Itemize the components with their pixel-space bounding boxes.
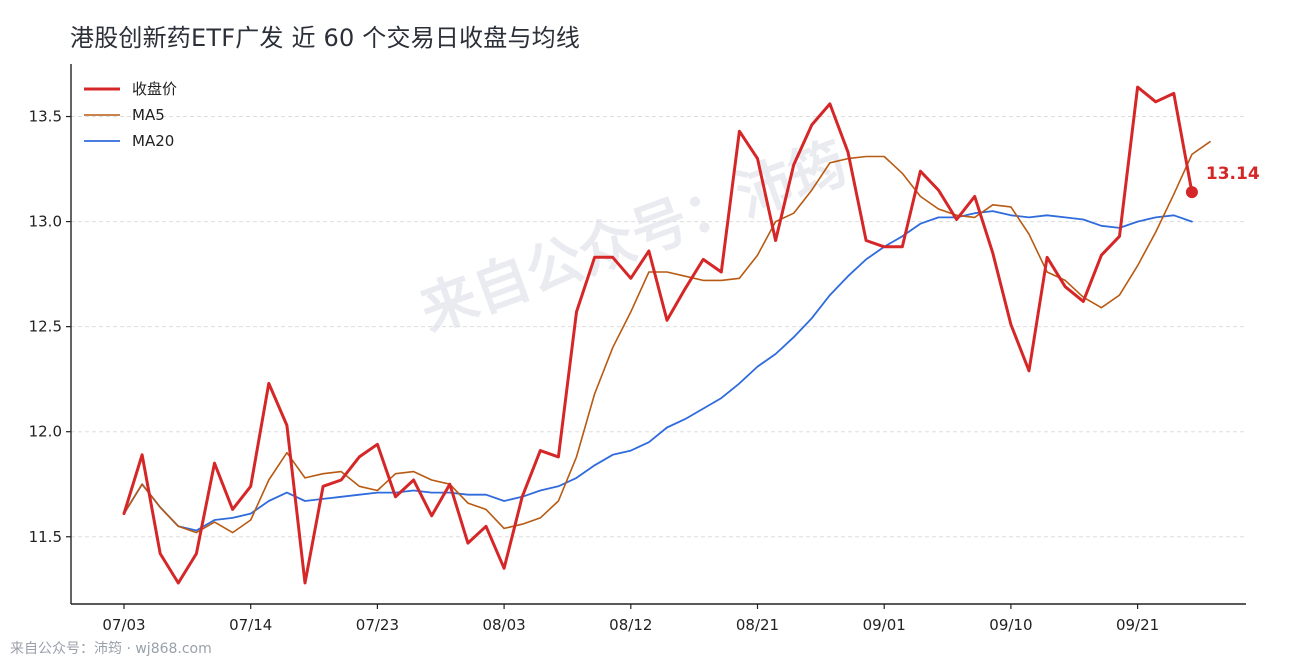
x-tick-label: 07/23 [356,616,399,634]
y-tick-label: 12.0 [29,423,62,441]
chart-title: 港股创新药ETF广发 近 60 个交易日收盘与均线 [70,24,581,52]
series-lines [122,85,1211,585]
grid-lines [71,116,1246,538]
legend-label-close: 收盘价 [132,80,177,98]
source-footer: 来自公众号：沛筠 · wj868.com [10,641,212,657]
last-value-label: 13.14 [1206,164,1260,184]
y-tick-label: 13.5 [29,108,62,126]
y-tick-label: 12.5 [29,318,62,336]
legend: 收盘价 MA5 MA20 [84,80,177,150]
y-tick-label: 13.0 [29,213,62,231]
x-tick-label: 08/03 [482,616,525,634]
x-axis-ticks: 07/03 07/14 07/23 08/03 08/12 08/21 09/01 09/10… [102,604,1159,634]
x-tick-label: 08/21 [736,616,779,634]
series-line-ma5 [123,140,1211,534]
series-line-ma20 [123,210,1193,532]
legend-label-ma20: MA20 [132,132,174,150]
last-point-dot [1185,186,1198,199]
axes [70,64,1246,605]
watermark-text: 来自公众号：沛筠 [412,130,855,344]
last-value-annotation: 13.14 [1185,164,1260,199]
x-tick-label: 07/14 [229,616,272,634]
series-line-close [122,85,1194,585]
y-axis-ticks: 11.5 12.0 12.5 13.0 13.5 [29,108,71,546]
legend-label-ma5: MA5 [132,106,165,124]
x-tick-label: 09/01 [863,616,906,634]
x-tick-label: 07/03 [102,616,145,634]
x-tick-label: 08/12 [609,616,652,634]
y-tick-label: 11.5 [29,528,62,546]
x-tick-label: 09/10 [989,616,1032,634]
x-tick-label: 09/21 [1116,616,1159,634]
